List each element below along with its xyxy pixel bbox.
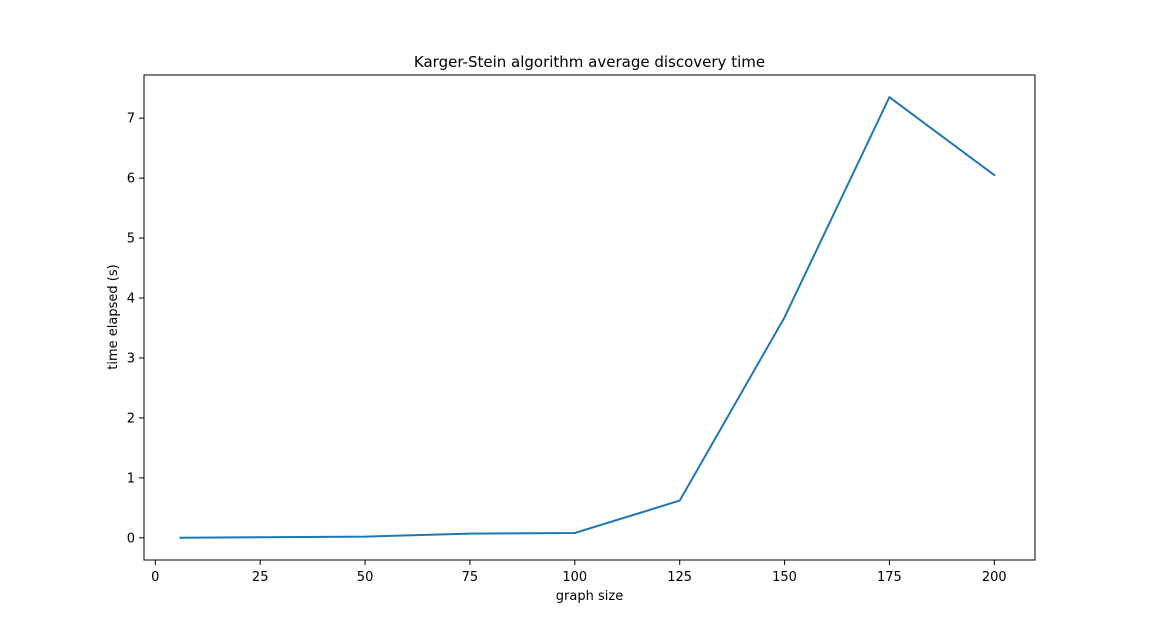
x-tick-label: 75 [462, 570, 479, 585]
y-tick-label: 0 [127, 531, 135, 546]
x-tick-label: 25 [252, 570, 269, 585]
x-tick-label: 200 [982, 570, 1007, 585]
y-tick-label: 6 [127, 172, 135, 187]
y-tick-label: 4 [127, 292, 135, 307]
y-tick-label: 5 [127, 232, 135, 247]
axes-frame [143, 74, 1036, 561]
series-line-0 [179, 96, 996, 539]
y-tick-label: 1 [127, 471, 135, 486]
x-tick-label: 125 [667, 570, 692, 585]
y-axis-label: time elapsed (s) [106, 264, 121, 369]
y-tick-label: 2 [127, 411, 135, 426]
x-tick-label: 0 [151, 570, 159, 585]
x-tick-label: 100 [562, 570, 587, 585]
x-tick-label: 50 [357, 570, 374, 585]
chart-title: Karger-Stein algorithm average discovery… [414, 53, 765, 71]
plot-area: 0 25 50 75 100 125 150 175 200 0 1 2 3 4 5 6 7 [127, 74, 1036, 585]
x-axis-label: graph size [556, 589, 623, 604]
x-tick-label: 175 [877, 570, 902, 585]
y-tick-label: 3 [127, 351, 135, 366]
x-tick-label: 150 [772, 570, 797, 585]
y-tick-label: 7 [127, 112, 135, 127]
